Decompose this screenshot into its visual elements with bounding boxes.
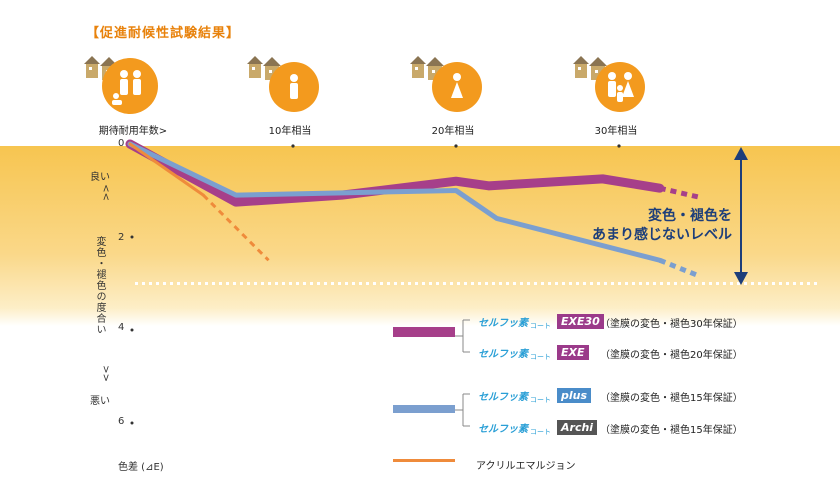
legend-bracket: [455, 393, 470, 427]
x-tick-mark: [617, 144, 621, 148]
legend-brand-sub: コート: [530, 428, 551, 436]
legend-bracket: [455, 319, 470, 353]
legend-note: （塗膜の変色・褪色15年保証）: [600, 425, 743, 436]
legend-item-plus: セルフッ素 コート plus: [478, 384, 592, 406]
y-tick-mark: [130, 421, 134, 425]
y-tick-label: 0: [118, 138, 125, 149]
y-tick-mark: [130, 328, 134, 332]
legend-note: （塗膜の変色・褪色20年保証）: [600, 350, 743, 361]
legend-product-tag: EXE30: [557, 313, 604, 329]
annotation-line1: 変色・褪色を: [648, 208, 732, 224]
legend-brand: セルフッ素: [478, 317, 528, 329]
series-projection-line: [658, 257, 702, 279]
annotation-line2: あまり感じないレベル: [592, 227, 732, 243]
legend-swatch-purple: [393, 327, 455, 337]
series-line: [128, 142, 205, 197]
x-tick-mark: [454, 144, 458, 148]
y-tick-mark: [130, 235, 134, 239]
legend-brand-sub: コート: [530, 353, 551, 361]
y-bad-label: 悪い: [90, 396, 110, 407]
series-line: [127, 141, 663, 263]
series-projection-line: [202, 194, 270, 262]
person-icon: [432, 62, 482, 112]
threshold-annotation: 変色・褪色を あまり感じないレベル: [560, 207, 732, 245]
legend-brand-sub: コート: [530, 396, 551, 404]
legend-product-tag: plus: [557, 387, 592, 403]
y-tick-label: 2: [118, 232, 125, 243]
legend-product-tag: Archi: [557, 419, 598, 435]
legend-brand: セルフッ素: [478, 348, 528, 360]
legend-swatch-orange: [393, 459, 455, 462]
legend-brand-sub: コート: [530, 322, 551, 330]
legend-item-exe: セルフッ素 コート EXE: [478, 341, 589, 363]
legend-swatch-blue: [393, 405, 455, 413]
series-line: [125, 139, 665, 207]
legend-brand: セルフッ素: [478, 391, 528, 403]
person-icon: [269, 62, 319, 112]
chart-title: 【促進耐候性試験結果】: [86, 26, 241, 41]
y-axis-title: 変色・褪色の度合い: [94, 236, 105, 335]
y-tick-label: 4: [118, 322, 125, 333]
chart-background-band: [0, 146, 840, 326]
legend-item-exe30: セルフッ素 コート EXE30: [478, 310, 604, 332]
milestone-label: 20年相当: [431, 126, 475, 137]
family-icon: [595, 62, 645, 112]
milestone-label: 期待耐用年数>: [98, 126, 168, 137]
legend-brand: セルフッ素: [478, 423, 528, 435]
legend-product-tag: EXE: [557, 344, 589, 360]
legend-item-archi: セルフッ素 コート Archi: [478, 416, 598, 438]
milestone-label: 30年相当: [594, 126, 638, 137]
y-tick-label: 6: [118, 416, 125, 427]
milestone-label: 10年相当: [268, 126, 312, 137]
y-good-label: 良い: [90, 172, 110, 183]
x-tick-mark: [291, 144, 295, 148]
legend-note: （塗膜の変色・褪色30年保証）: [600, 319, 743, 330]
arrow-head-down: [734, 272, 748, 285]
family-icon: [102, 58, 158, 114]
legend-acrylic-label: アクリルエマルジョン: [476, 461, 576, 472]
legend-note: （塗膜の変色・褪色15年保証）: [600, 393, 743, 404]
series-projection-line: [659, 185, 702, 200]
y-unit-label: 色差 (⊿E): [118, 462, 164, 473]
arrow-head-up: [734, 147, 748, 160]
